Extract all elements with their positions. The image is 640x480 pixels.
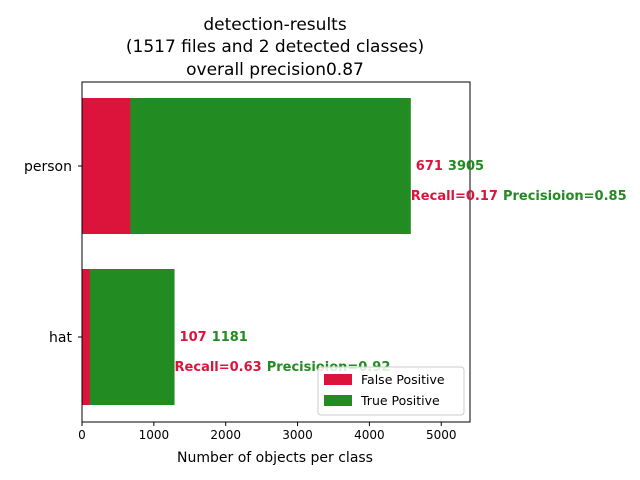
legend-swatch-1: [324, 395, 352, 406]
legend-label-0: False Positive: [361, 372, 445, 387]
bar-false-positive-hat: [82, 269, 90, 405]
x-tick-label: 2000: [210, 428, 241, 442]
count-annotation-hat: 107 1181: [180, 330, 248, 345]
tp-count-person: 3905: [448, 159, 484, 174]
recall-hat: Recall=0.63: [175, 360, 262, 375]
x-axis-label: Number of objects per class: [177, 450, 373, 466]
y-tick-label-hat: hat: [49, 330, 72, 346]
recall-person: Recall=0.17: [411, 189, 498, 204]
x-tick-label: 3000: [282, 428, 313, 442]
bar-true-positive-person: [82, 98, 411, 234]
ratio-annotation-person: Recall=0.17 Precisioion=0.85: [411, 189, 627, 204]
legend-label-1: True Positive: [360, 393, 440, 408]
legend-swatch-0: [324, 374, 352, 385]
y-tick-label-person: person: [24, 159, 72, 175]
x-tick-label: 4000: [354, 428, 385, 442]
tp-count-hat: 1181: [212, 330, 248, 345]
x-tick-label: 5000: [426, 428, 457, 442]
plot-area: 0 1000 2000 3000 4000 5000 person hat 671 3905 Rec…: [24, 81, 627, 442]
chart-title-line-2: (1517 files and 2 detected classes): [126, 37, 424, 57]
chart-title-line-3: overall precision0.87: [186, 60, 364, 80]
legend: False Positive True Positive: [317, 366, 465, 416]
bar-true-positive-hat: [82, 269, 175, 405]
x-tick-label: 1000: [139, 428, 170, 442]
bar-false-positive-person: [82, 98, 131, 234]
precision-person: Precisioion=0.85: [503, 189, 627, 204]
x-tick-label: 0: [78, 428, 86, 442]
fp-count-hat: 107: [180, 330, 207, 345]
axes-frame: [81, 81, 471, 423]
count-annotation-person: 671 3905: [416, 159, 484, 174]
legend-box: [317, 366, 465, 416]
chart-title-line-1: detection-results: [203, 15, 347, 35]
fp-count-person: 671: [416, 159, 443, 174]
